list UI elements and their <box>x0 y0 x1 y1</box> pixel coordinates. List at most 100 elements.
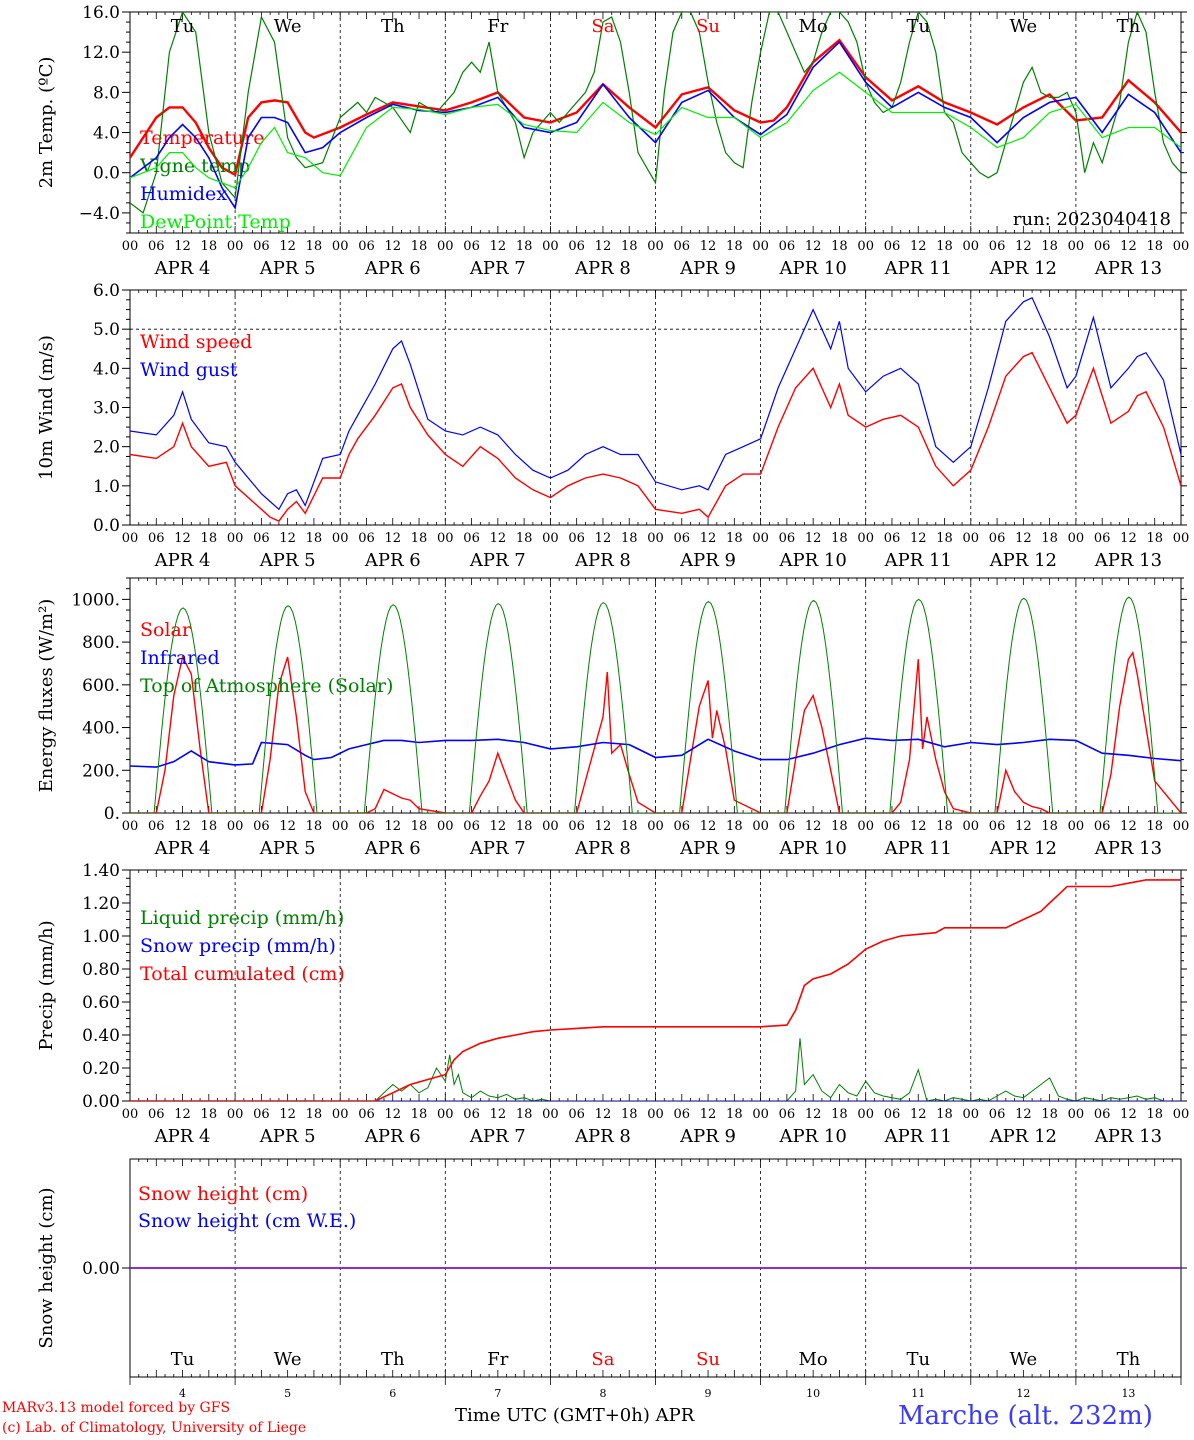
weekday-label: Mo <box>799 16 828 37</box>
hour-tick-label: 06 <box>148 531 165 546</box>
day-number-label: 10 <box>806 1387 820 1400</box>
date-label: APR 9 <box>679 1126 736 1147</box>
weekday-label: Su <box>696 1349 720 1370</box>
date-label: APR 8 <box>574 550 631 571</box>
hour-tick-label: 06 <box>989 239 1006 254</box>
hour-tick-label: 12 <box>595 239 612 254</box>
hour-tick-label: 00 <box>752 819 769 834</box>
hour-tick-label: 06 <box>148 819 165 834</box>
hour-tick-label: 12 <box>805 239 822 254</box>
weekday-label: We <box>274 16 302 37</box>
date-label: APR 13 <box>1094 838 1162 859</box>
run-label: run: 2023040418 <box>1013 209 1171 230</box>
hour-tick-label: 18 <box>201 531 218 546</box>
hour-tick-label: 18 <box>516 1107 533 1122</box>
hour-tick-label: 06 <box>1094 1107 1111 1122</box>
hour-tick-label: 12 <box>384 239 401 254</box>
hour-tick-label: 18 <box>516 819 533 834</box>
hour-tick-label: 12 <box>595 819 612 834</box>
hour-tick-label: 06 <box>989 531 1006 546</box>
model-credit: MARv3.13 model forced by GFS <box>2 1400 231 1416</box>
hour-tick-label: 12 <box>1120 819 1137 834</box>
hour-tick-label: 18 <box>831 819 848 834</box>
hour-tick-label: 06 <box>884 239 901 254</box>
hour-tick-label: 00 <box>122 531 139 546</box>
date-label: APR 5 <box>259 550 316 571</box>
hour-tick-label: 18 <box>411 531 428 546</box>
hour-tick-label: 18 <box>936 531 953 546</box>
y-tick-label: 0.0 <box>93 164 120 184</box>
hour-tick-label: 00 <box>857 239 874 254</box>
hour-tick-label: 00 <box>542 531 559 546</box>
hour-tick-label: 00 <box>857 819 874 834</box>
hour-tick-label: 12 <box>174 239 191 254</box>
date-label: APR 13 <box>1094 550 1162 571</box>
series-line <box>130 351 1181 522</box>
hour-tick-label: 18 <box>1041 1107 1058 1122</box>
date-label: APR 12 <box>989 838 1057 859</box>
date-label: APR 7 <box>469 1126 526 1147</box>
hour-tick-label: 00 <box>647 1107 664 1122</box>
date-label: APR 8 <box>574 838 631 859</box>
legend-entry: Snow height (cm W.E.) <box>138 1210 356 1232</box>
hour-tick-label: 18 <box>306 239 323 254</box>
y-tick-label: 1.40 <box>82 861 120 881</box>
hour-tick-label: 06 <box>674 531 691 546</box>
hour-tick-label: 12 <box>700 819 717 834</box>
hour-tick-label: 12 <box>910 531 927 546</box>
hour-tick-label: 18 <box>726 819 743 834</box>
date-label: APR 4 <box>154 1126 211 1147</box>
hour-tick-label: 06 <box>253 1107 270 1122</box>
y-tick-label: 0.60 <box>82 993 120 1013</box>
hour-tick-label: 06 <box>1094 239 1111 254</box>
date-label: APR 9 <box>679 550 736 571</box>
hour-tick-label: 00 <box>1173 819 1190 834</box>
hour-tick-label: 00 <box>332 819 349 834</box>
panel-2: 0.0 1.0 2.0 3.0 4.0 5.0 6.0 10m Wind (m/s) Wind … <box>36 281 1189 571</box>
y-tick-label: 3.0 <box>93 399 120 419</box>
hour-tick-label: 18 <box>726 1107 743 1122</box>
weekday-label: Sa <box>591 1349 614 1370</box>
day-number-label: 11 <box>911 1387 925 1400</box>
hour-tick-label: 06 <box>779 819 796 834</box>
date-label: APR 4 <box>154 838 211 859</box>
hour-tick-label: 00 <box>963 819 980 834</box>
hour-tick-label: 00 <box>647 819 664 834</box>
hour-tick-label: 06 <box>253 239 270 254</box>
hour-tick-label: 12 <box>700 1107 717 1122</box>
hour-tick-label: 18 <box>621 239 638 254</box>
hour-tick-label: 18 <box>936 1107 953 1122</box>
weekday-label: Tu <box>171 16 195 37</box>
date-label: APR 12 <box>989 258 1057 279</box>
hour-tick-label: 18 <box>1146 1107 1163 1122</box>
hour-tick-label: 00 <box>227 1107 244 1122</box>
hour-tick-label: 00 <box>1068 1107 1085 1122</box>
hour-tick-label: 12 <box>279 239 296 254</box>
y-tick-label: 2.0 <box>93 438 120 458</box>
legend-entry: Wind speed <box>140 331 252 353</box>
hour-tick-label: 00 <box>647 531 664 546</box>
series-line <box>130 71 1181 189</box>
series-line <box>130 879 1181 1101</box>
day-number-label: 5 <box>284 1387 291 1400</box>
hour-tick-label: 12 <box>910 1107 927 1122</box>
x-axis-title: Time UTC (GMT+0h) APR <box>455 1405 695 1426</box>
hour-tick-label: 12 <box>1120 1107 1137 1122</box>
weekday-label: Fr <box>487 16 508 37</box>
y-tick-label: 0.20 <box>82 1059 120 1079</box>
y-axis-label: Energy fluxes (W/m²) <box>36 599 57 793</box>
hour-tick-label: 18 <box>306 1107 323 1122</box>
y-tick-label: 0.40 <box>82 1026 120 1046</box>
weekday-label: Sa <box>591 16 614 37</box>
hour-tick-label: 18 <box>621 1107 638 1122</box>
date-label: APR 12 <box>989 1126 1057 1147</box>
legend-entry: DewPoint Temp <box>140 211 291 233</box>
hour-tick-label: 12 <box>700 239 717 254</box>
y-tick-label: 0. <box>104 804 120 824</box>
series-line <box>130 38 1181 177</box>
hour-tick-label: 00 <box>332 239 349 254</box>
hour-tick-label: 18 <box>411 239 428 254</box>
hour-tick-label: 18 <box>201 239 218 254</box>
y-tick-label: 0.00 <box>82 1259 120 1279</box>
hour-tick-label: 18 <box>1041 531 1058 546</box>
